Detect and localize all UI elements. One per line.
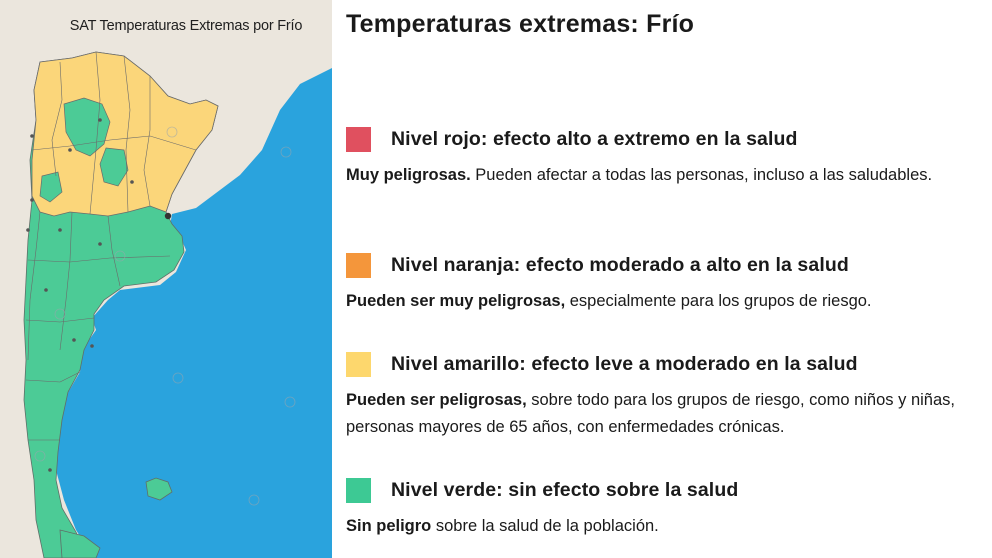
level-description: Pueden ser peligrosas, sobre todo para l…	[346, 387, 986, 441]
level-color-swatch	[346, 477, 371, 503]
smn-logo-icon	[34, 126, 296, 506]
level-text: sobre todo para los grupos de riesgo, co…	[346, 391, 955, 436]
map-title: SAT Temperaturas Extremas por Frío	[69, 18, 303, 34]
argentina-yellow-zone[interactable]	[31, 51, 219, 217]
level-emphasis: Pueden ser muy peligrosas,	[346, 292, 566, 310]
level-title: Nivel rojo: efecto alto a extremo en la …	[391, 127, 798, 150]
level-emphasis: Pueden ser peligrosas,	[346, 391, 527, 409]
level-emphasis: Sin peligro	[346, 517, 432, 535]
argentina-map[interactable]	[0, 0, 332, 558]
city-markers	[26, 118, 172, 472]
level-description: Muy peligrosas. Pueden afectar a todas l…	[346, 162, 986, 189]
level-description: Sin peligro sobre la salud de la poblaci…	[346, 513, 986, 540]
level-amarillo: Nivel amarillo: efecto leve a moderado e…	[346, 351, 986, 441]
level-verde: Nivel verde: sin efecto sobre la salud S…	[346, 477, 986, 540]
level-text: Pueden afectar a todas las personas, inc…	[470, 166, 933, 184]
page-title: Temperaturas extremas: Frío	[346, 10, 695, 38]
level-title: Nivel amarillo: efecto leve a moderado e…	[391, 352, 858, 375]
level-description: Pueden ser muy peligrosas, especialmente…	[346, 288, 986, 315]
green-patch-center[interactable]	[99, 147, 129, 187]
level-text: sobre la salud de la población.	[431, 517, 659, 535]
level-title: Nivel naranja: efecto moderado a alto en…	[391, 253, 849, 276]
alert-map[interactable]: SAT Temperaturas Extremas por Frío	[0, 0, 332, 558]
level-color-swatch	[346, 252, 371, 278]
tierra-del-fuego[interactable]	[59, 529, 101, 558]
level-color-swatch	[346, 126, 371, 152]
level-title: Nivel verde: sin efecto sobre la salud	[391, 478, 739, 501]
level-emphasis: Muy peligrosas.	[346, 166, 471, 184]
level-naranja: Nivel naranja: efecto moderado a alto en…	[346, 252, 986, 315]
level-rojo: Nivel rojo: efecto alto a extremo en la …	[346, 126, 986, 189]
level-color-swatch	[346, 351, 371, 377]
malvinas-islands[interactable]	[145, 477, 173, 501]
level-text: especialmente para los grupos de riesgo.	[565, 292, 872, 310]
department-borders	[25, 51, 197, 441]
